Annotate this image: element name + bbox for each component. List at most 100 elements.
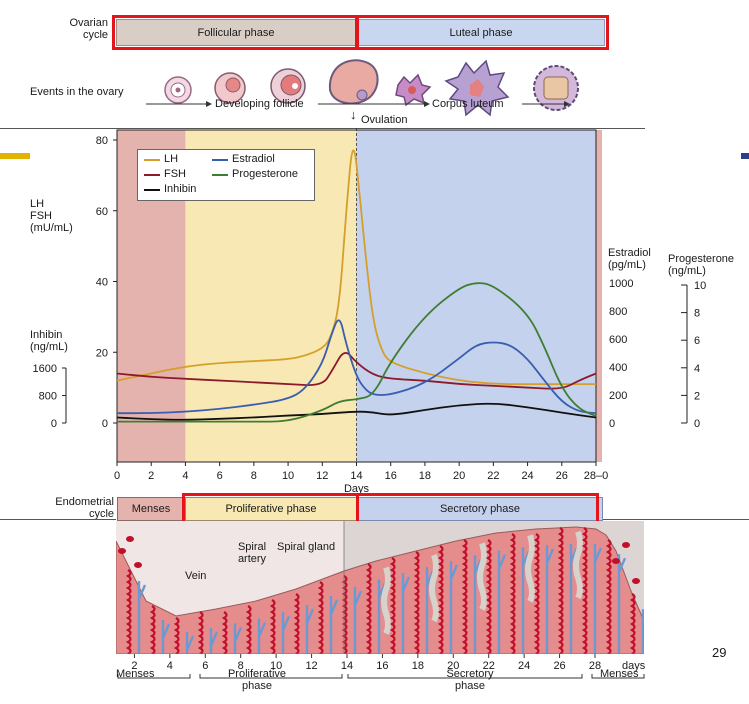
vein-shape <box>617 554 627 654</box>
left-tick-label: 80 <box>96 135 108 147</box>
spiral-artery-shape <box>485 539 492 654</box>
vein-shape <box>185 632 195 654</box>
follicular-highlight-frame <box>112 15 358 50</box>
inhibin-tick-label: 1600 <box>33 363 57 375</box>
day-tick-label: 16 <box>376 660 388 672</box>
blood-drop-shape <box>612 558 620 564</box>
x-axis-label: Days <box>344 483 370 495</box>
x-tick-label: 14 <box>350 470 362 482</box>
vein-shape <box>593 543 603 654</box>
endometrial-cycle-label: Endometrial cycle <box>55 496 114 520</box>
events-arrow-line <box>146 101 570 107</box>
series-line-progesterone <box>116 282 597 423</box>
secretory-phase-label: Secretory phase <box>439 503 521 515</box>
spiral-gland-shape <box>573 530 583 600</box>
bottom-menses-label-2: Menses <box>600 668 639 680</box>
chart-series <box>116 149 597 423</box>
legend-label-inhibin: Inhibin <box>164 183 197 195</box>
follicular-phase-label: Follicular phase <box>197 26 275 39</box>
spiral-gland-shape <box>381 566 391 635</box>
spiral-artery-shape <box>509 533 516 654</box>
vein-shape <box>449 561 459 654</box>
day-tick-label: 28 <box>589 660 601 672</box>
x-tick-label: 18 <box>419 470 431 482</box>
vein-shape <box>377 579 387 654</box>
blood-drop-shape <box>622 542 630 548</box>
legend-label-progesterone: Progesterone <box>232 168 299 180</box>
events-in-ovary-label: Events in the ovary <box>30 86 124 98</box>
primary-follicle-icon <box>214 72 246 104</box>
vein-shape <box>353 587 363 654</box>
spiral-artery-shape <box>341 575 348 654</box>
x-tick-label: 22 <box>487 470 499 482</box>
estradiol-tick-label: 400 <box>609 362 627 374</box>
spiral-gland-shape <box>477 542 487 611</box>
bottom-secretory-label: Secretory phase <box>446 668 494 692</box>
menses-phase-label: Menses <box>131 503 171 515</box>
spiral-artery-shape <box>293 593 300 654</box>
progesterone-tick-label: 0 <box>694 418 700 430</box>
secretory-phase-box: Secretory phase <box>357 497 603 521</box>
vein-shape <box>281 612 291 654</box>
progesterone-tick-label: 8 <box>694 308 700 320</box>
day-tick-label: 24 <box>518 660 530 672</box>
spiral-artery-shape <box>269 599 276 654</box>
corpus-albicans-icon <box>533 65 579 111</box>
day-tick-label: 12 <box>305 660 317 672</box>
legend-swatch-estradiol <box>212 159 228 161</box>
ovarian-cycle-label: Ovarian cycle <box>69 17 108 41</box>
day-tick-label: 4 <box>167 660 173 672</box>
luteal-highlight-frame <box>356 15 609 50</box>
vein-shape <box>569 543 579 654</box>
spiral-artery-shape <box>605 539 612 654</box>
day-tick-label: 18 <box>412 660 424 672</box>
x-tick-label: 8 <box>251 470 257 482</box>
spiral-artery-shape <box>533 533 540 654</box>
x-tick-label: 10 <box>282 470 294 482</box>
ovary-events-illustration <box>164 59 579 117</box>
spiral-artery-shape <box>389 557 396 654</box>
left-tick-label: 40 <box>96 277 108 289</box>
vein-shape <box>641 609 644 654</box>
series-line-inhibin <box>116 402 597 421</box>
spiral-gland-shape <box>525 534 535 603</box>
spiral-artery-shape <box>557 527 564 654</box>
spiral-artery-shape <box>173 617 180 654</box>
series-line-estradiol <box>117 319 597 415</box>
estradiol-tick-label: 1000 <box>609 278 633 290</box>
estradiol-axis-label: Estradiol (pg/mL) <box>608 247 651 271</box>
spiral-artery-shape <box>221 611 228 654</box>
corpus-luteum-label: Corpus luteum <box>432 98 504 110</box>
proliferative-phase-label: Proliferative phase <box>225 503 317 515</box>
day-tick-label: 20 <box>447 660 459 672</box>
day-tick-label: 8 <box>238 660 244 672</box>
x-tick-label: 2 <box>148 470 154 482</box>
series-line-lh <box>116 149 596 385</box>
left-tick-label: 20 <box>96 347 108 359</box>
inhibin-tick-label: 800 <box>39 391 57 403</box>
vein-shape <box>329 596 339 654</box>
primordial-follicle-icon <box>164 76 192 104</box>
vein-shape <box>137 581 147 654</box>
spiral-artery-shape <box>149 605 156 654</box>
spiral-artery-shape <box>365 563 372 654</box>
spiral-artery-shape <box>437 545 444 654</box>
blood-drop-shape <box>134 562 142 568</box>
developing-follicle-label: Developing follicle <box>215 98 304 110</box>
ovulation-arrow-icon: ↓ <box>350 107 357 122</box>
spiral-gland-shape <box>429 554 439 623</box>
slide-accent-right <box>741 153 749 159</box>
slide-rule-top <box>0 128 645 129</box>
vein-shape <box>209 627 219 654</box>
spiral-artery-shape <box>629 593 636 654</box>
spiral-artery-shape <box>317 581 324 654</box>
progesterone-tick-label: 6 <box>694 335 700 347</box>
phase-bracket <box>199 674 343 679</box>
legend-swatch-progesterone <box>212 174 228 176</box>
proliferative-phase-box: Proliferative phase <box>185 497 357 521</box>
x-tick-label: 28–0 <box>584 470 608 482</box>
endometrium-day-axis: 2 4 6 8 10 12 14 16 18 20 22 24 26 28 days <box>117 654 646 679</box>
blood-drop-shape <box>126 536 134 542</box>
day-tick-label: 14 <box>341 660 353 672</box>
estradiol-tick-label: 0 <box>609 418 615 430</box>
